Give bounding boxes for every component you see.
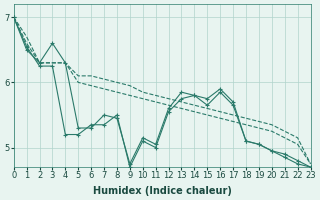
X-axis label: Humidex (Indice chaleur): Humidex (Indice chaleur)	[93, 186, 232, 196]
